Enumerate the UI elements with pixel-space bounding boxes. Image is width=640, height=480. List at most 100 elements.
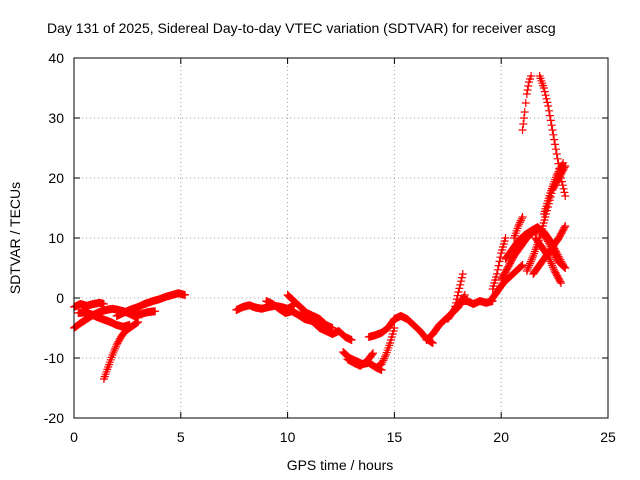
y-axis-title: SDTVAR / TECUs <box>7 182 23 294</box>
data-point <box>547 121 556 130</box>
data-point <box>552 150 561 158</box>
y-tick-label: -20 <box>44 410 64 426</box>
data-point <box>525 261 534 270</box>
x-tick-label: 5 <box>177 429 185 445</box>
series-arc-24 <box>518 72 536 134</box>
data-point <box>555 254 564 263</box>
x-tick-label: 0 <box>70 429 78 445</box>
data-point <box>111 342 120 351</box>
data-point <box>496 253 505 262</box>
data-point <box>516 262 525 271</box>
data-point <box>495 257 504 266</box>
y-tick-label: 20 <box>48 170 64 186</box>
x-tick-label: 15 <box>387 429 403 445</box>
data-point <box>547 259 556 268</box>
data-point <box>514 222 523 230</box>
x-axis-title: GPS time / hours <box>287 457 394 473</box>
series-arc-22 <box>501 223 568 269</box>
series-arc-18 <box>450 270 467 314</box>
data-point <box>548 126 557 134</box>
data-point <box>381 352 390 361</box>
data-point <box>517 214 526 223</box>
data-point <box>516 216 525 225</box>
data-point <box>520 108 529 116</box>
data-point <box>453 291 462 300</box>
data-point <box>378 358 387 367</box>
series-arc-19 <box>486 261 527 305</box>
data-point <box>544 252 553 260</box>
data-point <box>546 192 555 201</box>
data-point <box>545 255 554 264</box>
data-point <box>456 280 465 289</box>
data-point <box>428 339 437 347</box>
data-point <box>454 288 463 296</box>
x-tick-label: 10 <box>280 429 296 445</box>
series-arc-2 <box>70 298 108 311</box>
data-point <box>521 99 530 107</box>
data-point <box>545 111 554 120</box>
data-point <box>522 267 531 275</box>
data-point <box>541 91 550 100</box>
data-point <box>549 130 558 139</box>
data-point <box>559 261 568 269</box>
data-point <box>457 277 466 286</box>
data-point <box>546 116 555 125</box>
data-point <box>549 265 558 274</box>
data-point <box>377 360 386 368</box>
data-point <box>552 249 561 257</box>
data-point <box>494 261 503 270</box>
data-point <box>548 261 557 270</box>
data-point <box>527 255 536 264</box>
data-point <box>109 348 118 357</box>
series-arc-25 <box>535 72 570 200</box>
data-point <box>542 206 551 215</box>
series-arc-6 <box>125 307 160 319</box>
data-point <box>519 114 528 122</box>
data-point <box>553 250 562 259</box>
data-point <box>546 257 555 266</box>
data-point <box>551 140 560 149</box>
data-point <box>493 265 502 274</box>
data-point <box>551 145 560 154</box>
data-point <box>539 84 548 92</box>
data-point <box>553 154 562 163</box>
data-point <box>558 259 567 268</box>
data-point <box>557 257 566 266</box>
data-point <box>515 218 524 227</box>
data-point <box>548 263 557 272</box>
series-arc-3 <box>74 308 134 331</box>
chart-title: Day 131 of 2025, Sidereal Day-to-day VTE… <box>47 20 556 36</box>
data-point <box>561 162 570 170</box>
series-arc-15 <box>390 312 437 347</box>
data-point <box>522 90 531 98</box>
data-point <box>526 259 535 268</box>
data-point <box>369 349 378 358</box>
data-point <box>501 234 510 242</box>
data-point <box>451 302 460 311</box>
data-point <box>544 102 553 110</box>
data-point <box>542 94 551 103</box>
data-point <box>544 253 553 262</box>
data-point <box>561 222 570 230</box>
data-point <box>519 120 528 128</box>
x-tick-label: 25 <box>600 429 616 445</box>
series-arc-14 <box>373 324 399 371</box>
data-point <box>556 277 565 286</box>
y-tick-label: 10 <box>48 230 64 246</box>
series-arc-23 <box>510 213 527 242</box>
data-point <box>543 203 552 212</box>
data-point <box>99 300 108 308</box>
data-point <box>550 135 559 144</box>
data-point <box>110 346 119 355</box>
series-arc-5 <box>112 289 190 320</box>
data-point <box>547 189 556 198</box>
data-point <box>492 270 501 278</box>
data-point <box>458 270 467 278</box>
y-tick-label: 0 <box>56 290 64 306</box>
y-tick-label: -10 <box>44 350 64 366</box>
data-point <box>554 252 563 261</box>
data-point <box>518 126 527 134</box>
data-point <box>560 223 569 232</box>
data-point <box>526 257 535 266</box>
